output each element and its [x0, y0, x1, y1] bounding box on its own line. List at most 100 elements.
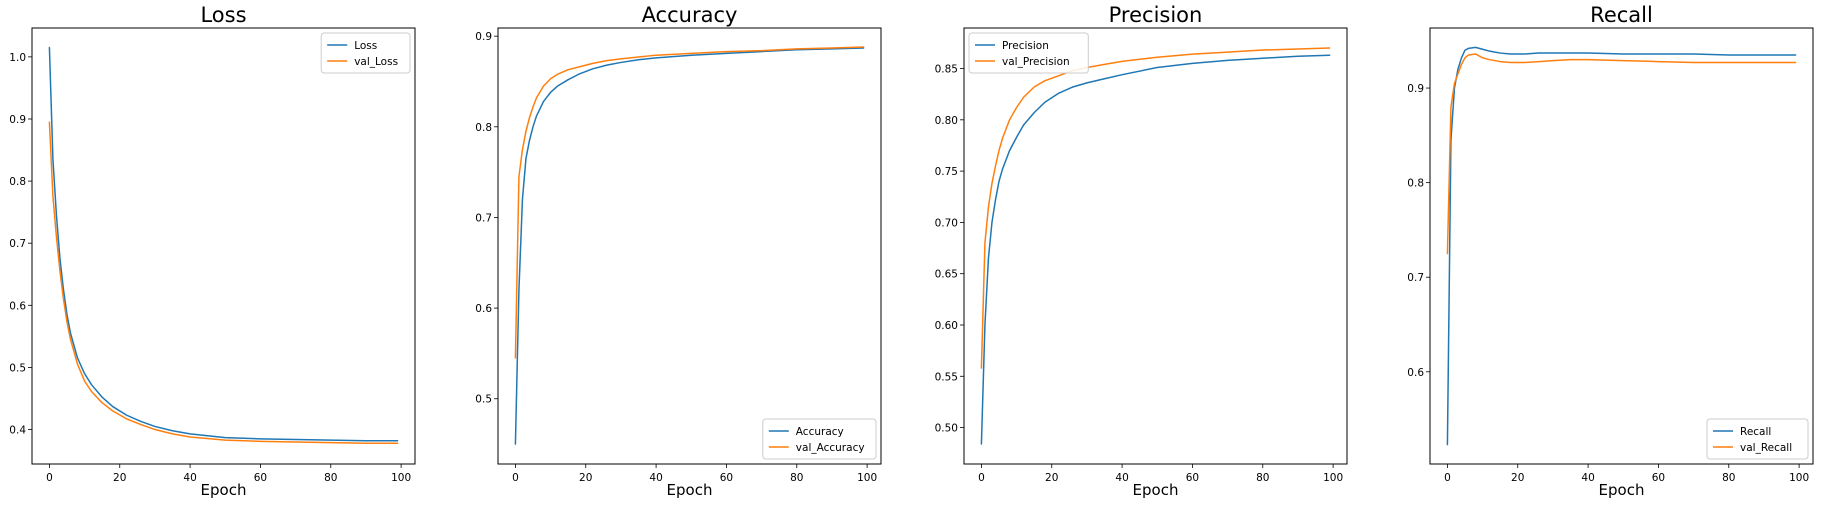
x-tick-label: 0 [512, 472, 519, 484]
x-tick-label: 100 [1789, 472, 1809, 484]
y-tick-label: 0.5 [475, 394, 492, 406]
x-tick-label: 0 [1444, 472, 1451, 484]
legend-label: val_Loss [354, 56, 398, 68]
x-tick-label: 40 [649, 472, 662, 484]
y-ticks: 0.4 0.5 0.6 0.7 0.8 0.9 1.0 [9, 52, 32, 437]
x-tick-label: 80 [1722, 472, 1735, 484]
legend-box [762, 418, 877, 460]
y-tick-label: 0.8 [9, 176, 26, 188]
x-tick-label: 40 [1115, 472, 1128, 484]
axes-frame [31, 27, 416, 465]
series-line-val-recall [1446, 53, 1797, 255]
y-tick-label: 1.0 [9, 52, 26, 64]
x-tick-label: 80 [1256, 472, 1269, 484]
panel-loss: Loss 0 20 40 60 80 100 0.40.50.60.70.80.91.0 … [9, 3, 416, 499]
axes-frame [497, 27, 882, 465]
series-layer [48, 46, 399, 444]
x-tick-label: 60 [1652, 472, 1665, 484]
axes-frame [1429, 27, 1814, 465]
y-tick-label: 0.65 [935, 269, 958, 281]
series-layer [514, 46, 865, 445]
y-ticks: 0.5 0.6 0.7 0.8 0.9 [475, 31, 498, 406]
chart-title: Recall [1590, 3, 1653, 27]
x-ticks: 0 20 40 60 80 100 [512, 464, 877, 484]
series-layer [1446, 46, 1797, 446]
y-tick-label: 0.85 [935, 64, 958, 76]
legend-label: Recall [1740, 426, 1771, 438]
series-line-val-loss [48, 121, 399, 444]
y-tick-label: 0.4 [9, 425, 26, 437]
y-tick-label: 0.9 [9, 114, 26, 126]
legend: Precision val_Precision [968, 32, 1089, 74]
x-axis-label: Epoch [667, 481, 713, 499]
x-tick-label: 20 [579, 472, 592, 484]
y-ticks: 0.6 0.7 0.8 0.9 [1407, 83, 1430, 379]
legend: Accuracy val_Accuracy [762, 418, 877, 460]
legend-label: Accuracy [796, 426, 844, 438]
series-line-recall [1446, 46, 1797, 446]
x-tick-label: 40 [183, 472, 196, 484]
legend-label: val_Recall [1740, 442, 1792, 454]
legend-label: Loss [354, 40, 377, 52]
y-tick-label: 0.6 [1407, 367, 1424, 379]
y-tick-label: 0.5 [9, 362, 26, 374]
axes-frame [963, 27, 1348, 465]
legend: Recall val_Recall [1706, 418, 1809, 460]
series-layer [980, 47, 1331, 445]
series-line-loss [48, 46, 399, 442]
chart-title: Accuracy [642, 3, 738, 27]
panel-recall: Recall 0 20 40 60 80 100 0.6 0.7 0.8 0.9 Epoch R… [1407, 3, 1814, 499]
x-tick-label: 20 [113, 472, 126, 484]
x-tick-label: 0 [978, 472, 985, 484]
x-tick-label: 20 [1045, 472, 1058, 484]
x-tick-label: 40 [1581, 472, 1594, 484]
legend-label: val_Accuracy [796, 442, 865, 454]
x-tick-label: 100 [391, 472, 411, 484]
x-ticks: 0 20 40 60 80 100 [46, 464, 411, 484]
y-tick-label: 0.6 [475, 303, 492, 315]
y-tick-label: 0.50 [935, 423, 958, 435]
x-axis-label: Epoch [201, 481, 247, 499]
legend-box [320, 32, 411, 74]
x-tick-label: 80 [790, 472, 803, 484]
y-tick-label: 0.6 [9, 300, 26, 312]
x-tick-label: 80 [324, 472, 337, 484]
x-tick-label: 60 [720, 472, 733, 484]
x-tick-label: 100 [857, 472, 877, 484]
y-tick-label: 0.9 [475, 31, 492, 43]
y-tick-label: 0.8 [475, 122, 492, 134]
y-tick-label: 0.9 [1407, 83, 1424, 95]
y-tick-label: 0.7 [475, 212, 492, 224]
y-tick-label: 0.55 [935, 371, 958, 383]
panel-precision: Precision 0 20 40 60 80 100 0.500.550.600.650… [935, 3, 1348, 499]
series-line-val-accuracy [514, 46, 865, 359]
x-ticks: 0 20 40 60 80 100 [1444, 464, 1809, 484]
y-tick-label: 0.7 [1407, 272, 1424, 284]
x-tick-label: 0 [46, 472, 53, 484]
series-line-accuracy [514, 47, 865, 445]
y-tick-label: 0.75 [935, 166, 958, 178]
x-tick-label: 60 [1186, 472, 1199, 484]
legend-box [968, 32, 1089, 74]
y-tick-label: 0.60 [935, 320, 958, 332]
chart-title: Precision [1109, 3, 1203, 27]
series-line-val-precision [980, 47, 1331, 369]
x-tick-label: 100 [1323, 472, 1343, 484]
y-tick-label: 0.70 [935, 217, 958, 229]
panel-accuracy: Accuracy 0 20 40 60 80 100 0.5 0.6 0.7 0.8 0.9 Ep… [475, 3, 882, 499]
y-ticks: 0.50 0.55 0.60 0.65 0.70 0.75 0.80 0.85 [935, 64, 964, 435]
x-axis-label: Epoch [1599, 481, 1645, 499]
x-tick-label: 20 [1511, 472, 1524, 484]
legend-box [1706, 418, 1809, 460]
y-tick-label: 0.7 [9, 238, 26, 250]
y-tick-label: 0.80 [935, 115, 958, 127]
x-tick-label: 60 [254, 472, 267, 484]
series-line-precision [980, 54, 1331, 445]
x-axis-label: Epoch [1133, 481, 1179, 499]
x-ticks: 0 20 40 60 80 100 [978, 464, 1343, 484]
legend-label: val_Precision [1002, 56, 1070, 68]
legend: Loss val_Loss [320, 32, 411, 74]
chart-title: Loss [200, 3, 246, 27]
y-tick-label: 0.8 [1407, 178, 1424, 190]
